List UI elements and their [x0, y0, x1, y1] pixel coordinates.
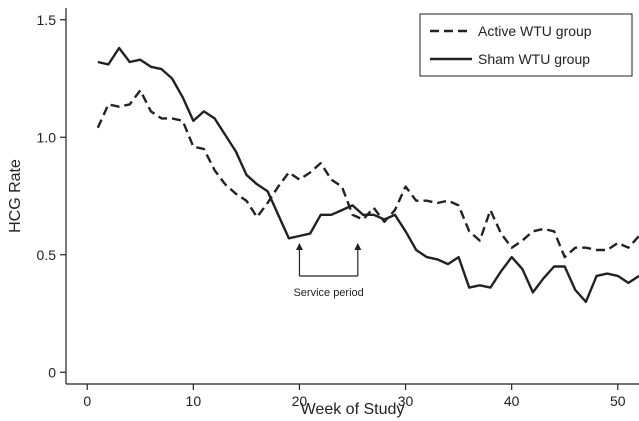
x-tick-label: 10 — [186, 393, 202, 409]
service-period-annotation: Service period — [293, 243, 364, 299]
y-tick-label: 1.0 — [37, 129, 57, 145]
y-axis-title: HCG Rate — [7, 159, 24, 233]
x-tick-label: 50 — [610, 393, 626, 409]
series-line-sham-wtu — [97, 46, 639, 303]
axes — [65, 8, 639, 385]
arrow-head-icon — [354, 243, 362, 250]
legend: Active WTU group Sham WTU group — [419, 13, 633, 77]
x-tick-label: 40 — [504, 393, 520, 409]
series-line-active-wtu — [96, 89, 639, 259]
y-tick-label: 0.5 — [37, 247, 57, 263]
y-ticks: 0 0.5 1.0 1.5 — [37, 12, 66, 380]
x-axis-title: Week of Study — [301, 401, 405, 418]
legend-label-active: Active WTU group — [478, 23, 592, 39]
legend-label-sham: Sham WTU group — [478, 51, 590, 67]
arrow-head-icon — [295, 243, 303, 250]
y-tick-label: 1.5 — [37, 12, 57, 28]
x-tick-label: 30 — [398, 393, 414, 409]
series-layer — [96, 46, 639, 303]
service-period-label: Service period — [293, 287, 363, 299]
x-tick-label: 20 — [292, 393, 308, 409]
x-ticks: 0 10 20 30 40 50 — [83, 384, 626, 409]
y-tick-label: 0 — [48, 364, 56, 380]
x-tick-label: 0 — [83, 393, 91, 409]
legend-box — [419, 13, 633, 77]
